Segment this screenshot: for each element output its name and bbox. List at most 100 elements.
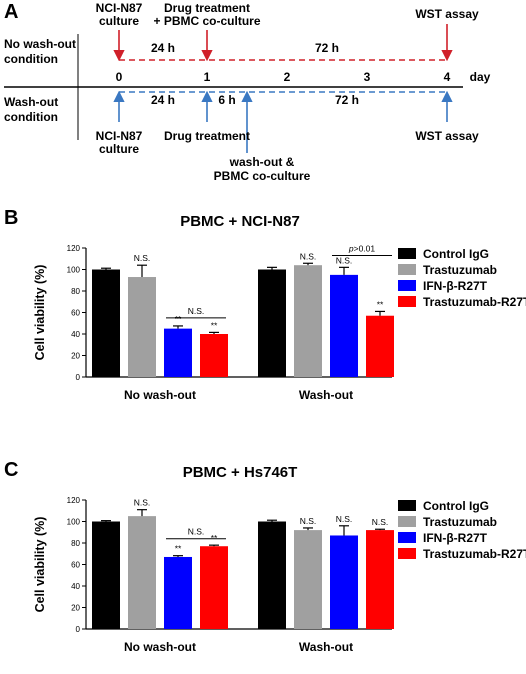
- bar: [258, 521, 286, 629]
- y-tick-label: 40: [71, 330, 80, 339]
- bar: [128, 277, 156, 377]
- bar: [128, 516, 156, 629]
- bottom-culture-line2: culture: [99, 142, 139, 156]
- y-axis-label: Cell viability (%): [33, 517, 47, 613]
- bracket-label: N.S.: [188, 527, 205, 537]
- legend-swatch: [398, 280, 416, 291]
- day-tick-4: 4: [444, 70, 451, 84]
- bar: [92, 521, 120, 629]
- top-drug-line2: + PBMC co-culture: [153, 14, 260, 28]
- significance-label: N.S.: [300, 516, 317, 526]
- bar: [294, 265, 322, 377]
- legend-label: Trastuzumab-R27T: [423, 547, 526, 561]
- bar: [200, 334, 228, 377]
- top-culture-line2: culture: [99, 14, 139, 28]
- top-drug-line1: Drug treatment: [164, 1, 250, 15]
- legend-swatch: [398, 248, 416, 259]
- chart-title: PBMC + NCI-N87: [180, 213, 300, 230]
- bar: [164, 556, 192, 629]
- legend-swatch: [398, 264, 416, 275]
- day-tick-2: 2: [284, 70, 291, 84]
- top-culture-line1: NCI-N87: [96, 1, 143, 15]
- bottom-drug-label: Drug treatment: [164, 129, 250, 143]
- significance-label: **: [175, 314, 182, 324]
- day-tick-3: 3: [364, 70, 371, 84]
- legend-swatch: [398, 500, 416, 511]
- y-tick-label: 100: [67, 518, 81, 527]
- legend-label: IFN-β-R27T: [423, 279, 488, 293]
- bottom-washout-line1: wash-out &: [229, 155, 295, 169]
- y-tick-label: 80: [71, 539, 80, 548]
- bracket-label: N.S.: [188, 306, 205, 316]
- y-tick-label: 100: [67, 266, 81, 275]
- bar: [258, 269, 286, 377]
- significance-label: **: [211, 320, 218, 330]
- day-tick-1: 1: [204, 70, 211, 84]
- significance-label: **: [211, 533, 218, 543]
- bar: [92, 269, 120, 377]
- panel-label-a: A: [4, 1, 18, 23]
- y-tick-label: 40: [71, 582, 80, 591]
- y-tick-label: 120: [67, 496, 81, 505]
- bar: [294, 530, 322, 629]
- legend-label: Control IgG: [423, 499, 489, 513]
- legend-label: Trastuzumab-R27T: [423, 295, 526, 309]
- bottom-wst-label: WST assay: [415, 129, 479, 143]
- legend-swatch: [398, 548, 416, 559]
- y-tick-label: 60: [71, 561, 80, 570]
- bottom-culture-line1: NCI-N87: [96, 129, 143, 143]
- bracket-label: p>0.01: [348, 244, 376, 254]
- significance-label: N.S.: [336, 255, 353, 265]
- legend-label: Control IgG: [423, 247, 489, 261]
- chart-hs746t: PBMC + Hs746T Cell viability (%) 0 20 40 60 80…: [33, 464, 526, 654]
- bar: [330, 274, 358, 377]
- top-duration-72h: 72 h: [315, 41, 339, 55]
- significance-label: N.S.: [134, 253, 151, 263]
- y-tick-label: 60: [71, 309, 80, 318]
- bottom-duration-72h: 72 h: [335, 93, 359, 107]
- chart-nci-n87: PBMC + NCI-N87 Cell viability (%) 0 20 40 60 8…: [33, 213, 526, 402]
- y-tick-label: 80: [71, 287, 80, 296]
- significance-label: N.S.: [336, 514, 353, 524]
- y-tick-label: 20: [71, 604, 80, 613]
- legend-swatch: [398, 532, 416, 543]
- x-category-label: Wash-out: [299, 640, 353, 654]
- bar: [330, 535, 358, 629]
- y-tick-label: 120: [67, 244, 81, 253]
- wash-label-line1: Wash-out: [4, 95, 58, 109]
- bracket-label-text: N.S.: [188, 306, 205, 316]
- panel-label-c: C: [4, 459, 18, 481]
- bar: [200, 546, 228, 629]
- x-category-label: No wash-out: [124, 388, 196, 402]
- significance-label: N.S.: [134, 498, 151, 508]
- bottom-duration-6h: 6 h: [218, 93, 235, 107]
- x-category-label: No wash-out: [124, 640, 196, 654]
- significance-label: **: [175, 544, 182, 554]
- y-tick-label: 20: [71, 352, 80, 361]
- legend-swatch: [398, 296, 416, 307]
- wash-label-line2: condition: [4, 110, 58, 124]
- top-duration-24h: 24 h: [151, 41, 175, 55]
- no-wash-label-line2: condition: [4, 52, 58, 66]
- bar: [164, 328, 192, 377]
- timeline-panel: A No wash-out condition Wash-out conditi…: [4, 1, 491, 183]
- significance-label: N.S.: [300, 251, 317, 261]
- bracket-label-text: N.S.: [188, 527, 205, 537]
- chart-title: PBMC + Hs746T: [183, 464, 298, 481]
- bracket-label-text: >0.01: [354, 244, 376, 254]
- bottom-washout-line2: PBMC co-culture: [214, 169, 311, 183]
- legend-label: Trastuzumab: [423, 515, 497, 529]
- legend-label: Trastuzumab: [423, 263, 497, 277]
- significance-label: N.S.: [372, 517, 389, 527]
- panel-label-b: B: [4, 207, 18, 229]
- bracket-label-italic: p: [348, 244, 354, 254]
- bottom-duration-24h: 24 h: [151, 93, 175, 107]
- y-axis-label: Cell viability (%): [33, 265, 47, 361]
- legend-swatch: [398, 516, 416, 527]
- legend-label: IFN-β-R27T: [423, 531, 488, 545]
- top-wst-label: WST assay: [415, 7, 479, 21]
- y-tick-label: 0: [76, 373, 81, 382]
- x-category-label: Wash-out: [299, 388, 353, 402]
- bar: [366, 315, 394, 377]
